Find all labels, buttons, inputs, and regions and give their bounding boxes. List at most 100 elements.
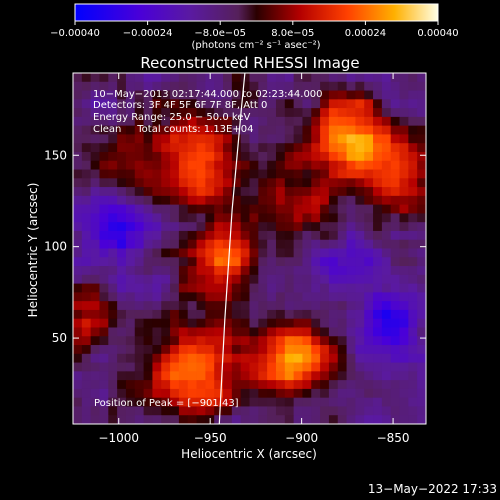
heatmap-cell	[108, 309, 118, 320]
heatmap-cell	[417, 388, 426, 399]
heatmap-cell	[267, 266, 277, 276]
heatmap-cell	[134, 266, 144, 276]
heatmap-cell	[125, 90, 136, 100]
heatmap-cell	[90, 151, 100, 162]
heatmap-cell	[364, 362, 374, 372]
heatmap-cell	[90, 415, 100, 424]
heatmap-cell	[267, 143, 277, 153]
heatmap-cell	[81, 362, 92, 372]
heatmap-cell	[355, 108, 365, 118]
heatmap-cell	[346, 134, 356, 144]
heatmap-cell	[134, 301, 144, 311]
heatmap-cell	[293, 327, 303, 337]
heatmap-cell	[346, 318, 356, 328]
heatmap-cell	[284, 187, 295, 197]
x-tick-label: −900	[285, 431, 318, 445]
heatmap-cell	[187, 371, 197, 381]
heatmap-cell	[249, 388, 259, 399]
heatmap-cell	[231, 257, 242, 267]
heatmap-cell	[284, 222, 295, 232]
heatmap-cell	[81, 248, 92, 258]
heatmap-cell	[99, 239, 109, 249]
heatmap-cell	[125, 222, 136, 232]
heatmap-cell	[275, 90, 286, 100]
heatmap-cell	[390, 204, 400, 214]
heatmap-cell	[328, 99, 339, 109]
heatmap-cell	[346, 327, 356, 337]
heatmap-cell	[275, 195, 286, 206]
heatmap-cell	[134, 99, 144, 109]
heatmap-cell	[337, 248, 347, 258]
heatmap-cell	[143, 125, 153, 135]
heatmap-cell	[152, 222, 162, 232]
heatmap-cell	[390, 318, 400, 328]
heatmap-cell	[311, 134, 321, 144]
heatmap-cell	[408, 362, 418, 372]
heatmap-cell	[152, 195, 162, 206]
heatmap-cell	[73, 292, 83, 302]
heatmap-cell	[302, 81, 312, 91]
heatmap-cell	[311, 169, 321, 179]
heatmap-cell	[125, 309, 136, 320]
heatmap-cell	[346, 160, 356, 170]
heatmap-cell	[143, 108, 153, 118]
heatmap-cell	[417, 309, 426, 320]
heatmap-cell	[390, 73, 400, 83]
heatmap-cell	[231, 327, 242, 337]
heatmap-cell	[81, 283, 92, 293]
heatmap-cell	[231, 73, 242, 83]
heatmap-cell	[170, 108, 180, 118]
heatmap-cell	[231, 81, 242, 91]
heatmap-cell	[223, 397, 233, 407]
heatmap-cell	[373, 143, 383, 153]
heatmap-cell	[311, 239, 321, 249]
heatmap-cell	[328, 222, 339, 232]
heatmap-cell	[408, 169, 418, 179]
heatmap-cells	[73, 73, 426, 424]
heatmap-cell	[284, 248, 295, 258]
heatmap-cell	[302, 143, 312, 153]
heatmap-cell	[337, 239, 347, 249]
heatmap-cell	[152, 160, 162, 170]
heatmap-cell	[337, 292, 347, 302]
heatmap-cell	[231, 108, 242, 118]
heatmap-cell	[205, 222, 215, 232]
heatmap-cell	[320, 151, 330, 162]
heatmap-cell	[117, 108, 127, 118]
heatmap-cell	[125, 213, 136, 223]
heatmap-cell	[320, 336, 330, 346]
heatmap-cell	[205, 371, 215, 381]
heatmap-cell	[205, 318, 215, 328]
heatmap-cell	[99, 204, 109, 214]
heatmap-cell	[346, 195, 356, 206]
heatmap-cell	[390, 327, 400, 337]
heatmap-cell	[346, 116, 356, 127]
heatmap-cell	[231, 362, 242, 372]
heatmap-cell	[364, 222, 374, 232]
heatmap-cell	[81, 204, 92, 214]
heatmap-cell	[293, 371, 303, 381]
heatmap-cell	[99, 169, 109, 179]
heatmap-cell	[381, 336, 392, 346]
heatmap-cell	[364, 178, 374, 188]
heatmap-cell	[161, 195, 171, 206]
heatmap-cell	[187, 195, 197, 206]
heatmap-cell	[99, 301, 109, 311]
heatmap-cell	[117, 99, 127, 109]
heatmap-cell	[417, 274, 426, 285]
heatmap-cell	[90, 108, 100, 118]
heatmap-cell	[399, 301, 409, 311]
heatmap-cell	[108, 125, 118, 135]
heatmap-cell	[337, 266, 347, 276]
heatmap-cell	[170, 73, 180, 83]
heatmap-cell	[223, 345, 233, 355]
heatmap-cell	[311, 116, 321, 127]
y-axis-label: Heliocentric Y (arcsec)	[26, 183, 40, 318]
heatmap-cell	[364, 151, 374, 162]
heatmap-cell	[99, 213, 109, 223]
heatmap-cell	[293, 388, 303, 399]
heatmap-cell	[134, 90, 144, 100]
heatmap-cell	[134, 108, 144, 118]
heatmap-cell	[73, 108, 83, 118]
heatmap-cell	[275, 134, 286, 144]
